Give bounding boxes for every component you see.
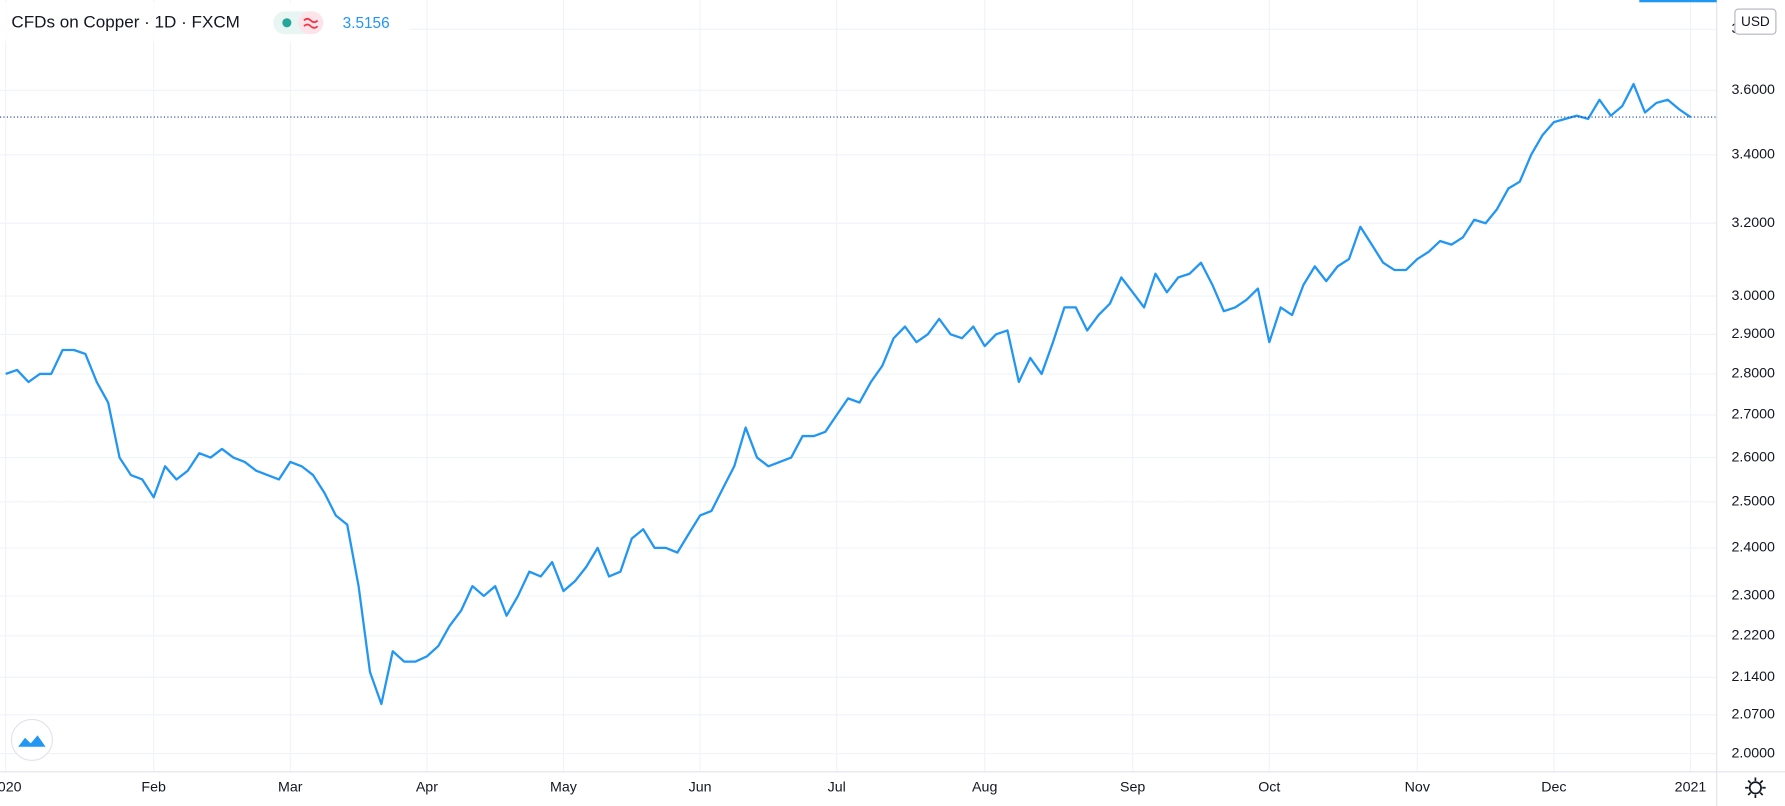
x-tick-label: Jun: [689, 780, 712, 796]
gear: [1748, 781, 1762, 795]
x-tick-label: Oct: [1258, 780, 1280, 796]
y-tick-label: 2.7000: [1731, 407, 1775, 423]
x-tick-label: Jul: [828, 780, 846, 796]
gear-teeth: [1745, 777, 1766, 799]
delay-icon: [303, 17, 319, 29]
y-tick-label: 2.5000: [1731, 494, 1775, 510]
market-open-dot: [282, 18, 292, 28]
y-tick-label: 2.2200: [1731, 628, 1775, 644]
y-tick-label: 2.3000: [1731, 588, 1775, 604]
y-tick-label: 3.0000: [1731, 288, 1775, 304]
y-tick-label: 2.1400: [1731, 669, 1775, 685]
x-tick-label: Aug: [972, 780, 997, 796]
settings-icon[interactable]: [1745, 777, 1766, 799]
y-tick-label: 2.9000: [1731, 326, 1775, 342]
x-tick-label: 2021: [1675, 780, 1707, 796]
currency-label: USD: [1741, 14, 1770, 29]
price-line: [5, 82, 1692, 706]
last-price: 3.5156: [343, 15, 390, 32]
y-tick-label: 2.6000: [1731, 449, 1775, 465]
axes: 2.0000 2.0700 2.1400 2.2200 2.3000 2.4000 2.50…: [0, 21, 1775, 795]
y-tick-label: 2.0000: [1731, 745, 1775, 761]
x-tick-label: Sep: [1120, 780, 1145, 796]
status-badge-right[interactable]: [298, 11, 324, 35]
x-tick-label: May: [550, 780, 578, 796]
x-tick-label: Apr: [416, 780, 438, 796]
legend-bg: [0, 2, 410, 41]
x-tick-label: Feb: [141, 780, 166, 796]
y-tick-label: 2.4000: [1731, 540, 1775, 556]
top-accent: [1639, 0, 1717, 3]
currency-box[interactable]: [1734, 8, 1777, 35]
x-tick-label: Nov: [1405, 780, 1431, 796]
grid: [0, 0, 1717, 772]
logo-mark: [18, 735, 46, 747]
y-tick-label: 3.2000: [1731, 215, 1775, 231]
y-tick-label: 3.4000: [1731, 147, 1775, 163]
x-tick-label: Dec: [1541, 780, 1566, 796]
symbol-title: CFDs on Copper · 1D · FXCM: [11, 12, 239, 31]
y-tick-label: 2.8000: [1731, 366, 1775, 382]
x-tick-label: Mar: [278, 780, 303, 796]
y-tick-label: 3.6000: [1731, 82, 1775, 98]
y-tick-label: 2.0700: [1731, 707, 1775, 723]
x-tick-label: 2020: [0, 780, 22, 796]
logo[interactable]: [10, 718, 53, 762]
plot-area: [0, 82, 1717, 706]
